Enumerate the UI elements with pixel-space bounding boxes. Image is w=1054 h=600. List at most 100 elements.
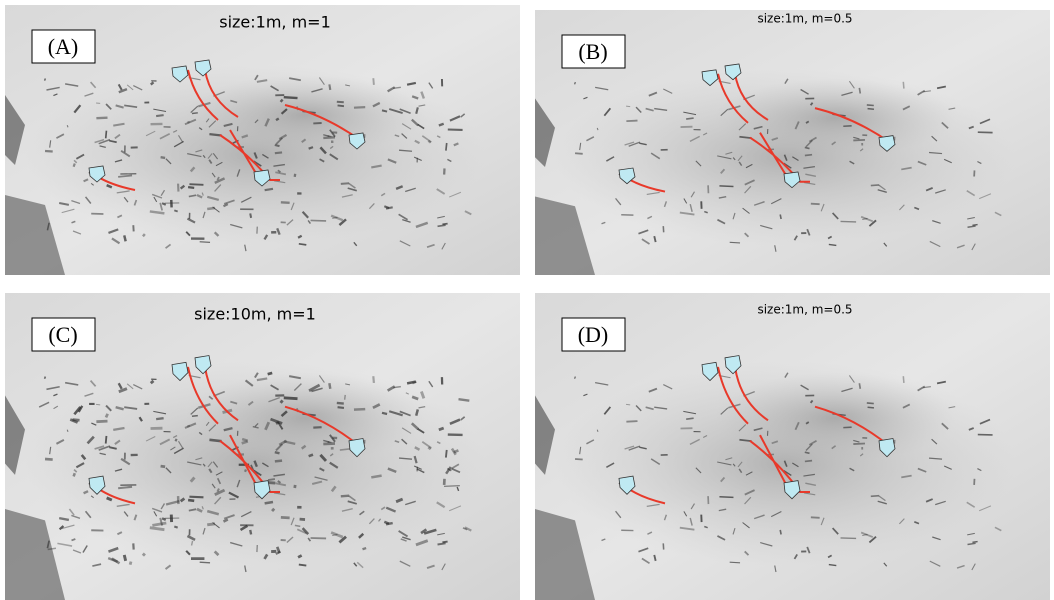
slope-streak bbox=[118, 487, 132, 488]
map-panel: (A)size:1m, m=1 bbox=[5, 5, 520, 275]
slope-streak bbox=[780, 530, 781, 534]
slope-streak bbox=[328, 442, 332, 443]
slope-streak bbox=[207, 208, 215, 209]
slope-streak bbox=[250, 213, 251, 217]
slope-streak bbox=[805, 452, 810, 453]
slope-streak bbox=[250, 530, 251, 534]
slope-streak bbox=[575, 377, 576, 379]
panel-label: (C) bbox=[48, 322, 77, 347]
slope-streak bbox=[686, 418, 693, 419]
slope-streak bbox=[299, 244, 306, 245]
slope-streak bbox=[124, 235, 125, 241]
slope-streak bbox=[386, 523, 393, 524]
slope-streak bbox=[45, 459, 53, 460]
slope-streak bbox=[265, 502, 273, 503]
slope-streak bbox=[686, 118, 693, 119]
slope-streak bbox=[209, 134, 221, 135]
slope-streak bbox=[192, 113, 198, 114]
slope-streak bbox=[275, 461, 282, 462]
slope-streak bbox=[575, 459, 583, 460]
slope-streak bbox=[382, 110, 387, 111]
slope-streak bbox=[329, 84, 330, 90]
slope-streak bbox=[805, 461, 812, 462]
slope-streak bbox=[265, 189, 273, 190]
slope-streak bbox=[329, 383, 330, 389]
slope-streak bbox=[805, 155, 812, 156]
slope-streak bbox=[309, 147, 313, 149]
slope-streak bbox=[268, 373, 273, 374]
slope-streak bbox=[338, 407, 344, 408]
slope-streak bbox=[416, 409, 418, 415]
slope-streak bbox=[272, 509, 274, 511]
slope-streak bbox=[829, 244, 836, 245]
slope-streak bbox=[284, 97, 298, 98]
slope-streak bbox=[444, 486, 460, 487]
slope-streak bbox=[174, 526, 177, 527]
slope-streak bbox=[363, 548, 367, 549]
slope-streak bbox=[859, 383, 860, 389]
slope-streak bbox=[151, 381, 154, 383]
slope-streak bbox=[275, 145, 280, 146]
slope-streak bbox=[829, 565, 836, 566]
slope-streak bbox=[412, 382, 416, 384]
slope-streak bbox=[439, 124, 444, 126]
slope-streak bbox=[654, 236, 655, 242]
slope-streak bbox=[337, 403, 344, 404]
slope-streak bbox=[74, 163, 75, 166]
slope-streak bbox=[45, 78, 46, 80]
slope-streak bbox=[281, 99, 283, 101]
map-panel: (D)size:1m, m=0.5 bbox=[535, 293, 1050, 600]
figure: (A)size:1m, m=1(B)size:1m, m=0.5 (C) size:… bbox=[0, 0, 1054, 600]
slope-streak bbox=[386, 207, 393, 208]
slope-streak bbox=[341, 183, 349, 184]
slope-streak bbox=[868, 407, 874, 408]
panel-caption: size:1m, m=0.5 bbox=[757, 303, 852, 317]
slope-streak bbox=[188, 500, 194, 501]
slope-streak bbox=[106, 436, 107, 444]
slope-streak bbox=[780, 215, 781, 219]
slope-streak bbox=[150, 528, 165, 530]
slope-streak bbox=[299, 565, 306, 566]
slope-streak bbox=[597, 128, 598, 130]
slope-streak bbox=[853, 443, 865, 444]
slope-streak bbox=[575, 153, 583, 154]
slope-streak bbox=[337, 102, 344, 103]
slope-streak bbox=[107, 498, 112, 500]
slope-streak bbox=[730, 562, 740, 563]
slope-streak bbox=[446, 450, 447, 458]
map-panel: (B)size:1m, m=0.5 bbox=[535, 10, 1050, 275]
slope-streak bbox=[575, 82, 576, 84]
slope-streak bbox=[161, 466, 166, 467]
panel-label: (A) bbox=[48, 34, 79, 59]
slope-streak bbox=[341, 496, 349, 497]
slope-streak bbox=[438, 543, 446, 544]
slope-streak bbox=[597, 430, 598, 432]
slope-streak bbox=[156, 418, 163, 419]
slope-streak bbox=[74, 473, 75, 476]
slope-streak bbox=[323, 443, 335, 444]
slope-streak bbox=[45, 151, 53, 152]
slope-streak bbox=[719, 186, 733, 187]
slope-streak bbox=[871, 185, 879, 186]
slope-streak bbox=[382, 413, 387, 414]
slope-streak bbox=[323, 137, 335, 138]
slope-streak bbox=[871, 496, 879, 497]
slope-streak bbox=[298, 555, 302, 557]
slope-streak bbox=[442, 542, 447, 543]
ridge-shade bbox=[185, 373, 425, 464]
slope-streak bbox=[67, 430, 68, 432]
slope-streak bbox=[143, 234, 145, 236]
slope-streak bbox=[730, 242, 740, 243]
slope-streak bbox=[67, 125, 68, 127]
slope-streak bbox=[189, 497, 203, 498]
slope-streak bbox=[275, 152, 282, 153]
slope-streak bbox=[96, 118, 107, 119]
slope-streak bbox=[200, 562, 210, 563]
slope-streak bbox=[189, 184, 203, 185]
slope-streak bbox=[217, 489, 219, 492]
slope-streak bbox=[242, 439, 247, 441]
slope-streak bbox=[175, 439, 176, 441]
slope-streak bbox=[45, 377, 46, 379]
slope-streak bbox=[354, 107, 365, 108]
slope-streak bbox=[439, 428, 444, 430]
